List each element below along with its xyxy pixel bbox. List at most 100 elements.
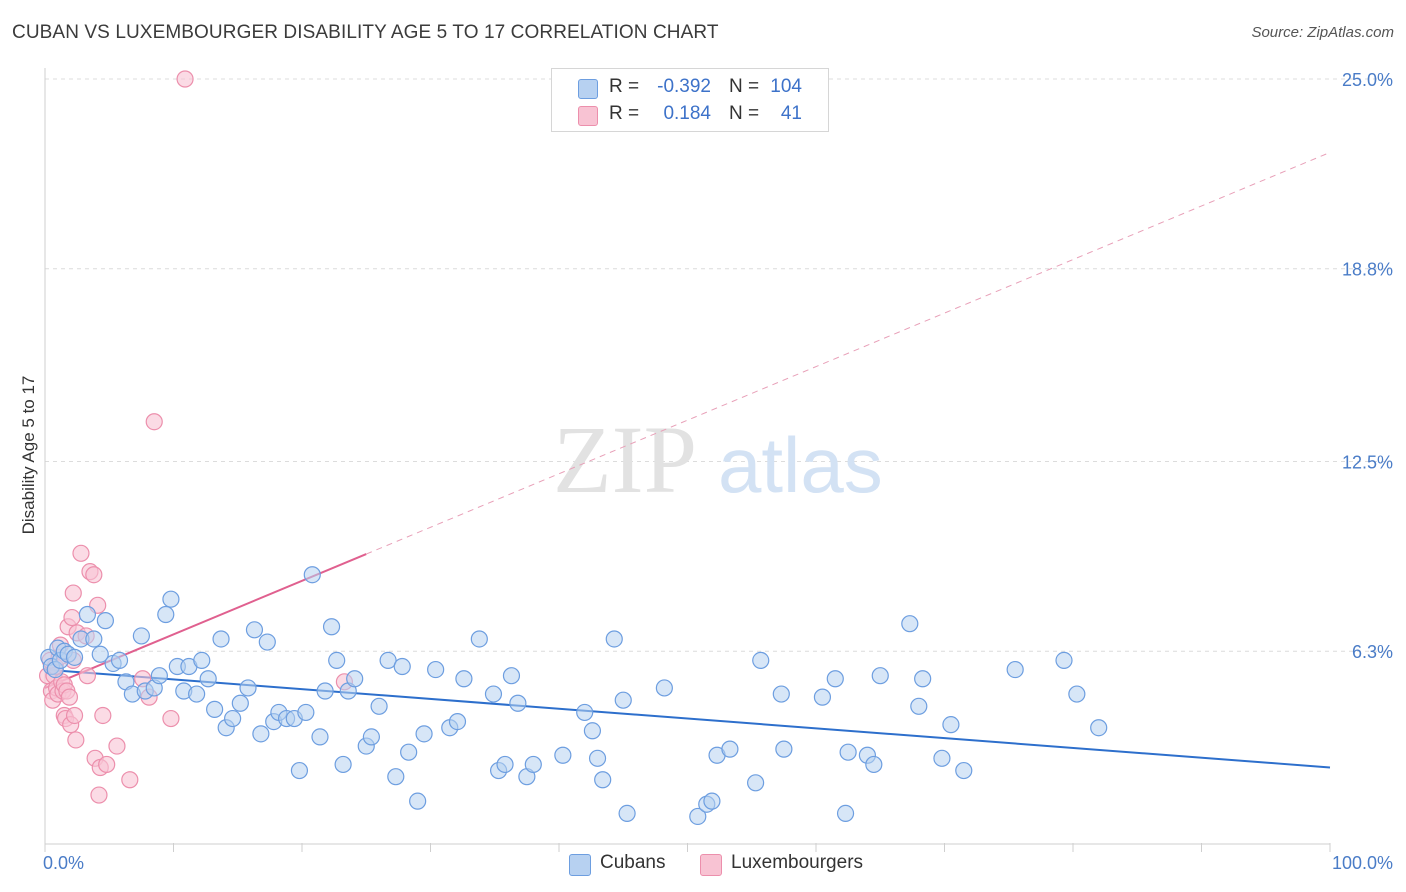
y-tick-label: 6.3%: [1352, 642, 1393, 662]
luxembourger-point: [176, 70, 194, 88]
luxembourger-point: [108, 737, 126, 755]
cubans-swatch: [569, 854, 591, 876]
cuban-point: [157, 605, 175, 624]
cuban-point: [132, 627, 150, 645]
luxembourger-point: [94, 706, 112, 725]
cuban-point: [594, 771, 612, 789]
cuban-point: [655, 679, 673, 697]
cuban-point: [427, 660, 445, 679]
luxembourgers-swatch: [578, 106, 598, 126]
cuban-point: [199, 670, 217, 688]
luxembourger-point: [72, 544, 90, 562]
cubans-swatch: [578, 79, 598, 99]
legend-n-label: N =: [729, 103, 760, 124]
legend-r-label: R =: [609, 76, 640, 97]
cuban-point: [252, 725, 270, 743]
cuban-point: [524, 755, 542, 774]
cuban-point: [387, 768, 405, 786]
cuban-point: [813, 688, 832, 706]
legend-r-label: R =: [609, 103, 640, 124]
cuban-point: [933, 749, 951, 767]
legend-r-value: -0.392: [657, 76, 711, 97]
cuban-point: [162, 590, 180, 608]
luxembourgers-trend-extension: [366, 151, 1331, 555]
cuban-point: [1055, 651, 1073, 670]
cuban-point: [1006, 660, 1024, 679]
cuban-point: [322, 618, 341, 636]
legend-row-cubans: R = -0.392 N = 104: [552, 73, 828, 101]
cubans-points: [40, 566, 1108, 826]
cuban-point: [258, 633, 276, 651]
cuban-point: [1068, 685, 1086, 703]
cuban-point: [231, 694, 249, 712]
y-axis-label: Disability Age 5 to 17: [19, 376, 38, 535]
luxembourgers-label: Luxembourgers: [731, 852, 864, 873]
luxembourger-point: [145, 413, 163, 431]
cuban-point: [370, 697, 388, 715]
cuban-point: [346, 670, 364, 688]
legend-n-label: N =: [729, 76, 760, 97]
y-tick-label: 25.0%: [1342, 70, 1393, 90]
cuban-point: [393, 657, 411, 676]
cuban-point: [910, 697, 928, 715]
series-legend: Cubans Luxembourgers: [0, 852, 1406, 878]
watermark-atlas: atlas: [718, 421, 883, 509]
x-tick-label: 100.0%: [1332, 853, 1393, 873]
cuban-point: [245, 621, 264, 639]
cuban-point: [415, 725, 433, 743]
cuban-point: [721, 740, 739, 758]
cuban-point: [775, 740, 793, 758]
cuban-point: [316, 682, 334, 700]
luxembourgers-swatch: [700, 854, 722, 876]
cuban-point: [212, 630, 230, 648]
cuban-point: [1090, 719, 1108, 737]
cuban-point: [502, 667, 521, 685]
cuban-point: [193, 651, 211, 670]
cuban-point: [78, 605, 97, 624]
cuban-point: [290, 761, 309, 780]
cuban-point: [311, 728, 329, 746]
cuban-point: [484, 685, 503, 703]
cubans-label: Cubans: [600, 852, 666, 873]
correlation-legend: R = -0.392 N = 104 R = 0.184 N = 41: [551, 68, 829, 132]
cuban-point: [588, 749, 607, 767]
cuban-point: [334, 755, 352, 774]
legend-n-value: 104: [770, 76, 802, 97]
cuban-point: [772, 685, 790, 703]
luxembourger-point: [67, 731, 85, 749]
cuban-point: [455, 670, 473, 688]
legend-row-luxembourgers: R = 0.184 N = 41: [552, 100, 828, 128]
cuban-point: [303, 566, 321, 584]
cuban-point: [826, 670, 844, 688]
cuban-point: [470, 630, 488, 648]
cuban-point: [96, 612, 114, 630]
cuban-point: [496, 755, 514, 774]
cuban-point: [942, 716, 960, 734]
cuban-point: [703, 792, 721, 810]
chart-title: CUBAN VS LUXEMBOURGER DISABILITY AGE 5 T…: [12, 22, 719, 43]
cuban-point: [110, 651, 129, 670]
cuban-point: [362, 728, 380, 746]
cuban-point: [752, 651, 770, 670]
watermark-zip: ZIP: [553, 406, 697, 513]
cuban-point: [206, 700, 224, 718]
source-label: Source: ZipAtlas.com: [1251, 24, 1394, 41]
cuban-point: [614, 691, 632, 709]
cuban-point: [901, 615, 919, 633]
cuban-point: [839, 743, 857, 761]
cuban-point: [239, 679, 257, 697]
cuban-point: [955, 761, 973, 780]
cuban-point: [576, 703, 594, 722]
cuban-point: [836, 804, 855, 823]
gridlines: [45, 78, 1390, 652]
cuban-point: [509, 694, 527, 712]
luxembourger-point: [90, 786, 108, 804]
cuban-point: [91, 645, 109, 663]
cuban-point: [554, 746, 572, 764]
luxembourger-point: [85, 566, 103, 584]
cuban-point: [85, 630, 103, 648]
luxembourger-point: [64, 584, 82, 602]
luxembourger-point: [98, 755, 116, 774]
cuban-point: [400, 743, 418, 761]
